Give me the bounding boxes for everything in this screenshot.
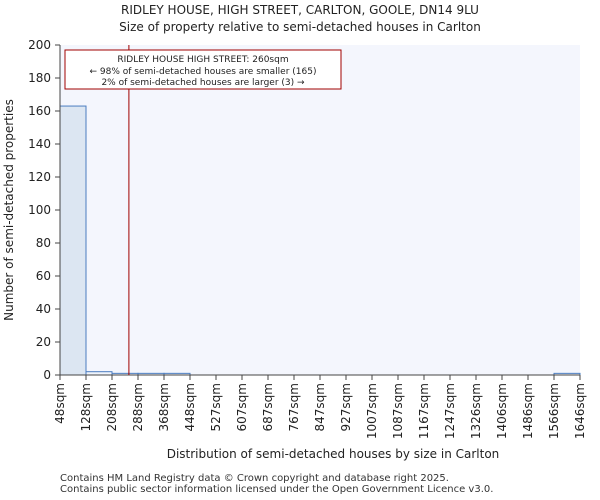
annotation-box: RIDLEY HOUSE HIGH STREET: 260sqm ← 98% o… bbox=[64, 49, 342, 90]
y-tick-label: 0 bbox=[43, 368, 51, 382]
x-tick-label: 1406sqm bbox=[495, 383, 509, 439]
x-axis-label: Distribution of semi-detached houses by … bbox=[167, 447, 500, 461]
y-tick-label: 160 bbox=[28, 104, 51, 118]
y-axis-label: Number of semi-detached properties bbox=[2, 99, 16, 321]
y-tick-label: 100 bbox=[28, 203, 51, 217]
x-tick-label: 1167sqm bbox=[417, 383, 431, 439]
x-tick-label: 448sqm bbox=[183, 383, 197, 431]
y-tick-label: 140 bbox=[28, 137, 51, 151]
x-tick-label: 1486sqm bbox=[521, 383, 535, 439]
y-tick-label: 200 bbox=[28, 38, 51, 52]
x-tick-label: 128sqm bbox=[79, 383, 93, 431]
y-axis: 0 20 40 60 80 100 120 140 160 180 200 bbox=[28, 38, 61, 382]
bar-48sqm bbox=[59, 105, 87, 376]
y-tick-label: 20 bbox=[36, 335, 51, 349]
x-tick-label: 208sqm bbox=[105, 383, 119, 431]
x-tick-label: 847sqm bbox=[313, 383, 327, 431]
x-tick-label: 1566sqm bbox=[547, 383, 561, 439]
x-tick-label: 927sqm bbox=[339, 383, 353, 431]
annotation-line-3: 2% of semi-detached houses are larger (3… bbox=[101, 78, 305, 88]
y-tick-label: 60 bbox=[36, 269, 51, 283]
x-tick-label: 48sqm bbox=[53, 383, 67, 424]
x-axis: 48sqm 128sqm 208sqm 288sqm 368sqm 448sqm 527sq… bbox=[53, 374, 587, 439]
footer-line-1: Contains HM Land Registry data © Crown c… bbox=[60, 473, 449, 484]
y-tick-label: 80 bbox=[36, 236, 51, 250]
chart-title: RIDLEY HOUSE, HIGH STREET, CARLTON, GOOL… bbox=[121, 3, 479, 17]
x-tick-label: 1326sqm bbox=[469, 383, 483, 439]
plot-area bbox=[60, 45, 580, 375]
x-tick-label: 527sqm bbox=[209, 383, 223, 431]
x-tick-label: 1087sqm bbox=[391, 383, 405, 439]
x-tick-label: 1247sqm bbox=[443, 383, 457, 439]
footer-line-2: Contains public sector information licen… bbox=[60, 484, 494, 495]
annotation-line-1: RIDLEY HOUSE HIGH STREET: 260sqm bbox=[117, 55, 288, 65]
chart-subtitle: Size of property relative to semi-detach… bbox=[119, 20, 481, 34]
x-tick-label: 687sqm bbox=[261, 383, 275, 431]
x-tick-label: 288sqm bbox=[131, 383, 145, 431]
x-tick-label: 607sqm bbox=[235, 383, 249, 431]
x-tick-label: 1007sqm bbox=[365, 383, 379, 439]
x-tick-label: 1646sqm bbox=[573, 383, 587, 439]
y-tick-label: 40 bbox=[36, 302, 51, 316]
annotation-frame bbox=[64, 49, 342, 90]
x-tick-label: 767sqm bbox=[287, 383, 301, 431]
y-tick-label: 180 bbox=[28, 71, 51, 85]
x-tick-label: 368sqm bbox=[157, 383, 171, 431]
annotation-line-2: ← 98% of semi-detached houses are smalle… bbox=[90, 67, 317, 77]
y-tick-label: 120 bbox=[28, 170, 51, 184]
